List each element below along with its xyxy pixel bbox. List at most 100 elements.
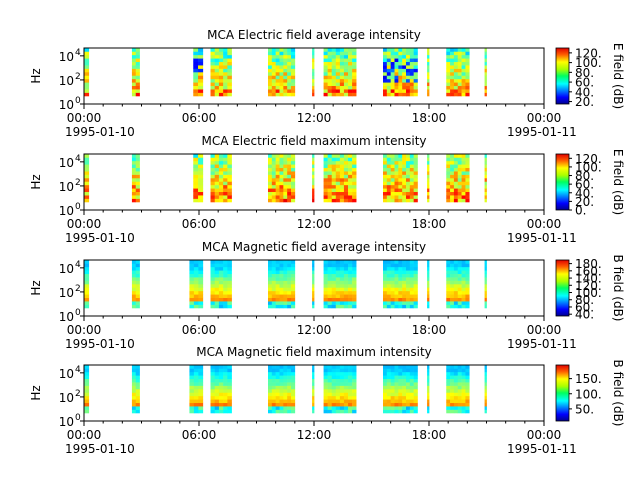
spectrogram-cell — [461, 297, 466, 302]
spectrogram-cell — [291, 184, 296, 189]
spectrogram-cell — [465, 284, 470, 288]
spectrogram-cell — [402, 304, 407, 309]
spectrogram-cell — [223, 406, 228, 410]
spectrogram-cell — [210, 277, 216, 281]
spectrogram-cell — [283, 178, 288, 182]
spectrogram-cell — [283, 280, 288, 285]
spectrogram-cell — [291, 174, 296, 179]
spectrogram-cell — [453, 389, 459, 393]
spectrogram-cell — [135, 167, 140, 172]
spectrogram-cell — [223, 409, 228, 414]
spectrogram-cell — [210, 371, 216, 376]
spectrogram-cell — [193, 164, 199, 169]
spectrogram-cell — [198, 195, 204, 199]
spectrogram-cell — [193, 178, 199, 182]
spectrogram-cell — [223, 284, 228, 288]
spectrogram-cell — [135, 304, 140, 309]
spectrogram-cell — [390, 382, 395, 386]
spectrogram-cell — [484, 392, 487, 397]
spectrogram-cell — [427, 385, 430, 390]
spectrogram-cell — [214, 160, 220, 165]
spectrogram-cell — [352, 399, 357, 404]
spectrogram-cell — [210, 92, 216, 97]
spectrogram-cell — [214, 270, 220, 275]
spectrogram-cell — [214, 195, 220, 199]
spectrogram-cell — [84, 273, 90, 278]
spectrogram-cell — [406, 260, 411, 264]
spectrogram-cell — [268, 85, 273, 90]
spectrogram-cell — [465, 290, 470, 295]
spectrogram-cell — [339, 382, 345, 386]
spectrogram-cell — [84, 54, 90, 59]
spectrogram-cell — [461, 174, 466, 179]
spectrogram-cell — [457, 392, 462, 397]
spectrogram-cell — [465, 82, 470, 87]
y-axis-label: Hz — [29, 174, 43, 189]
spectrogram-cell — [271, 160, 276, 165]
spectrogram-cell — [214, 54, 220, 59]
spectrogram-cell — [287, 178, 292, 182]
x-tick-label: 00:00 — [527, 428, 562, 442]
spectrogram-cell — [131, 191, 137, 196]
spectrogram-cell — [446, 409, 451, 414]
spectrogram-cell — [352, 385, 357, 390]
spectrogram-cell — [275, 82, 280, 87]
spectrogram-cell — [218, 382, 224, 386]
spectrogram-cell — [271, 263, 276, 268]
spectrogram-cell — [457, 399, 462, 404]
spectrogram-cell — [279, 51, 284, 56]
spectrogram-cell — [279, 263, 284, 268]
spectrogram-cell — [446, 82, 451, 87]
spectrogram-cell — [323, 277, 328, 281]
spectrogram-cell — [348, 174, 353, 179]
spectrogram-cell — [291, 389, 296, 393]
spectrogram-cell — [413, 171, 418, 175]
spectrogram-cell — [283, 273, 288, 278]
spectrogram-cell — [383, 54, 388, 59]
spectrogram-cell — [427, 371, 430, 376]
spectrogram-cell — [327, 157, 333, 162]
spectrogram-cell — [193, 365, 199, 369]
spectrogram-cell — [386, 181, 391, 186]
spectrogram-cell — [427, 301, 430, 305]
spectrogram-cell — [268, 294, 273, 299]
y-tick-label: 10 — [59, 50, 74, 64]
spectrogram-cell — [283, 301, 288, 305]
spectrogram-cell — [268, 48, 273, 52]
x-date-label: 1995-01-11 — [507, 231, 577, 245]
spectrogram-cell — [348, 167, 353, 172]
x-tick-label: 06:00 — [182, 111, 217, 125]
spectrogram-cell — [386, 174, 391, 179]
spectrogram-cell — [218, 392, 224, 397]
spectrogram-cell — [312, 304, 315, 309]
spectrogram-cell — [427, 188, 430, 193]
spectrogram-cell — [352, 382, 357, 386]
x-tick-label: 18:00 — [412, 323, 447, 337]
spectrogram-cell — [331, 378, 337, 383]
spectrogram-cell — [394, 402, 399, 407]
spectrogram-cell — [446, 65, 451, 69]
spectrogram-cell — [331, 54, 337, 59]
spectrogram-cell — [484, 287, 487, 292]
spectrogram-cell — [352, 368, 357, 373]
spectrogram-cell — [218, 406, 224, 410]
spectrogram-cell — [427, 61, 430, 66]
spectrogram-cell — [409, 297, 414, 302]
spectrogram-cell — [386, 392, 391, 397]
spectrogram-cell — [135, 294, 140, 299]
spectrogram-cell — [193, 284, 199, 288]
spectrogram-cell — [268, 68, 273, 73]
spectrogram-cell — [131, 160, 137, 165]
spectrogram-cell — [406, 89, 411, 93]
x-date-label: 1995-01-10 — [65, 125, 135, 139]
spectrogram-cell — [279, 58, 284, 63]
spectrogram-cell — [406, 181, 411, 186]
spectrogram-cell — [271, 154, 276, 158]
spectrogram-cell — [450, 382, 455, 386]
spectrogram-cell — [327, 277, 333, 281]
spectrogram-cell — [339, 266, 345, 271]
spectrogram-cell — [323, 399, 328, 404]
spectrogram-cell — [453, 82, 459, 87]
spectrogram-cell — [465, 392, 470, 397]
